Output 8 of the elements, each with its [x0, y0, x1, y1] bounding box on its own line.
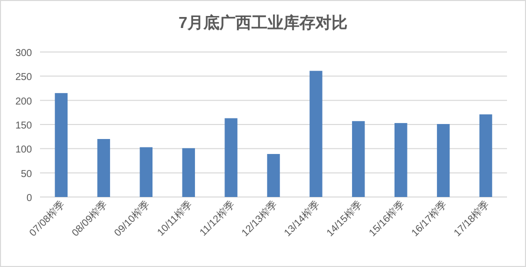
- y-tick-label: 100: [15, 144, 32, 156]
- y-tick-label: 0: [26, 193, 32, 204]
- y-tick-label: 250: [15, 72, 32, 84]
- y-tick-label: 150: [15, 120, 32, 132]
- y-tick-label: 200: [15, 96, 32, 108]
- y-tick-label: 50: [20, 168, 32, 180]
- title: 7月底广西工业库存对比: [178, 15, 348, 32]
- y-tick-label: 300: [15, 48, 32, 59]
